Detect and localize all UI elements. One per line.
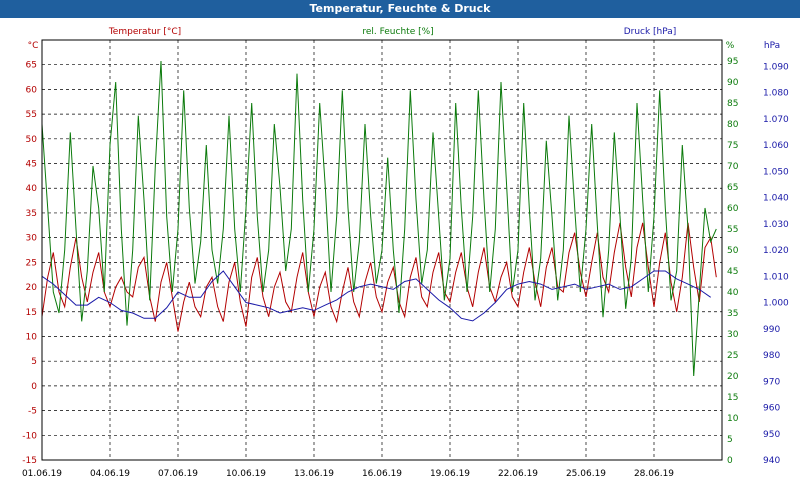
- temperature-tick-label: 45: [26, 160, 37, 170]
- temperature-axis-label: Temperatur [°C]: [108, 27, 181, 37]
- temperature-tick-label: 40: [26, 184, 38, 194]
- chart-canvas: -15-10-50510152025303540455055606501.06.…: [22, 27, 789, 479]
- humidity-tick-label: 65: [727, 183, 738, 193]
- humidity-tick-label: 75: [727, 141, 738, 151]
- temperature-tick-label: 5: [31, 357, 37, 367]
- humidity-tick-label: 70: [727, 162, 739, 172]
- temperature-tick-label: 65: [26, 61, 37, 71]
- x-tick-label: 07.06.19: [158, 469, 198, 479]
- humidity-tick-label: 45: [727, 267, 738, 277]
- temperature-tick-label: 60: [26, 85, 38, 95]
- humidity-tick-label: 40: [727, 288, 739, 298]
- humidity-tick-label: 0: [727, 456, 733, 466]
- pressure-tick-label: 1.060: [763, 141, 789, 151]
- temperature-tick-label: -15: [22, 456, 37, 466]
- temperature-tick-label: 55: [26, 110, 37, 120]
- pressure-tick-label: 990: [763, 325, 780, 335]
- x-tick-label: 04.06.19: [90, 469, 130, 479]
- pressure-tick-label: 950: [763, 430, 780, 440]
- humidity-tick-label: 60: [727, 204, 739, 214]
- temperature-tick-label: 0: [31, 382, 37, 392]
- x-tick-label: 22.06.19: [498, 469, 538, 479]
- temperature-tick-label: 15: [26, 308, 37, 318]
- temperature-tick-label: 10: [26, 332, 38, 342]
- pressure-tick-label: 1.080: [763, 89, 789, 99]
- x-tick-label: 01.06.19: [22, 469, 62, 479]
- x-tick-label: 19.06.19: [430, 469, 470, 479]
- humidity-tick-label: 20: [727, 372, 739, 382]
- humidity-tick-label: 5: [727, 435, 733, 445]
- temperature-tick-label: 50: [26, 135, 38, 145]
- pressure-series-line: [41, 270, 711, 322]
- pressure-tick-label: 1.010: [763, 272, 789, 282]
- axes: -15-10-50510152025303540455055606501.06.…: [22, 39, 789, 479]
- temperature-unit-label: °C: [28, 41, 39, 51]
- pressure-unit-label: hPa: [764, 41, 780, 51]
- humidity-tick-label: 25: [727, 351, 738, 361]
- x-tick-label: 13.06.19: [294, 469, 334, 479]
- x-tick-label: 16.06.19: [362, 469, 402, 479]
- humidity-tick-label: 85: [727, 99, 738, 109]
- chart-title: Temperatur, Feuchte & Druck: [0, 0, 800, 18]
- pressure-tick-label: 1.040: [763, 194, 789, 204]
- pressure-tick-label: 970: [763, 377, 780, 387]
- pressure-tick-label: 1.020: [763, 246, 789, 256]
- temperature-tick-label: 20: [26, 283, 38, 293]
- pressure-tick-label: 1.030: [763, 220, 789, 230]
- x-tick-label: 25.06.19: [566, 469, 606, 479]
- humidity-tick-label: 90: [727, 78, 739, 88]
- temperature-tick-label: 35: [26, 209, 37, 219]
- humidity-tick-label: 50: [727, 246, 739, 256]
- plot-frame: [41, 39, 723, 461]
- humidity-tick-label: 95: [727, 57, 738, 67]
- humidity-tick-label: 35: [727, 309, 738, 319]
- humidity-tick-label: 30: [727, 330, 739, 340]
- x-tick-label: 28.06.19: [634, 469, 674, 479]
- grid: [42, 40, 722, 461]
- humidity-tick-label: 80: [727, 120, 739, 130]
- temperature-tick-label: 25: [26, 258, 37, 268]
- pressure-tick-label: 1.050: [763, 167, 789, 177]
- humidity-tick-label: 15: [727, 393, 738, 403]
- pressure-tick-label: 1.090: [763, 62, 789, 72]
- humidity-series-line: [41, 60, 717, 377]
- pressure-tick-label: 960: [763, 404, 780, 414]
- pressure-tick-label: 940: [763, 456, 780, 466]
- pressure-tick-label: 1.000: [763, 299, 789, 309]
- humidity-axis-label: rel. Feuchte [%]: [362, 27, 433, 37]
- series-layer: [41, 60, 717, 377]
- pressure-tick-label: 980: [763, 351, 780, 361]
- humidity-tick-label: 10: [727, 414, 739, 424]
- humidity-unit-label: %: [726, 41, 735, 51]
- temperature-tick-label: 30: [26, 234, 38, 244]
- humidity-tick-label: 55: [727, 225, 738, 235]
- pressure-tick-label: 1.070: [763, 115, 789, 125]
- temperature-series-line: [41, 222, 717, 332]
- temperature-tick-label: -10: [22, 431, 37, 441]
- pressure-axis-label: Druck [hPa]: [624, 27, 677, 37]
- temperature-tick-label: -5: [28, 407, 37, 417]
- x-tick-label: 10.06.19: [226, 469, 266, 479]
